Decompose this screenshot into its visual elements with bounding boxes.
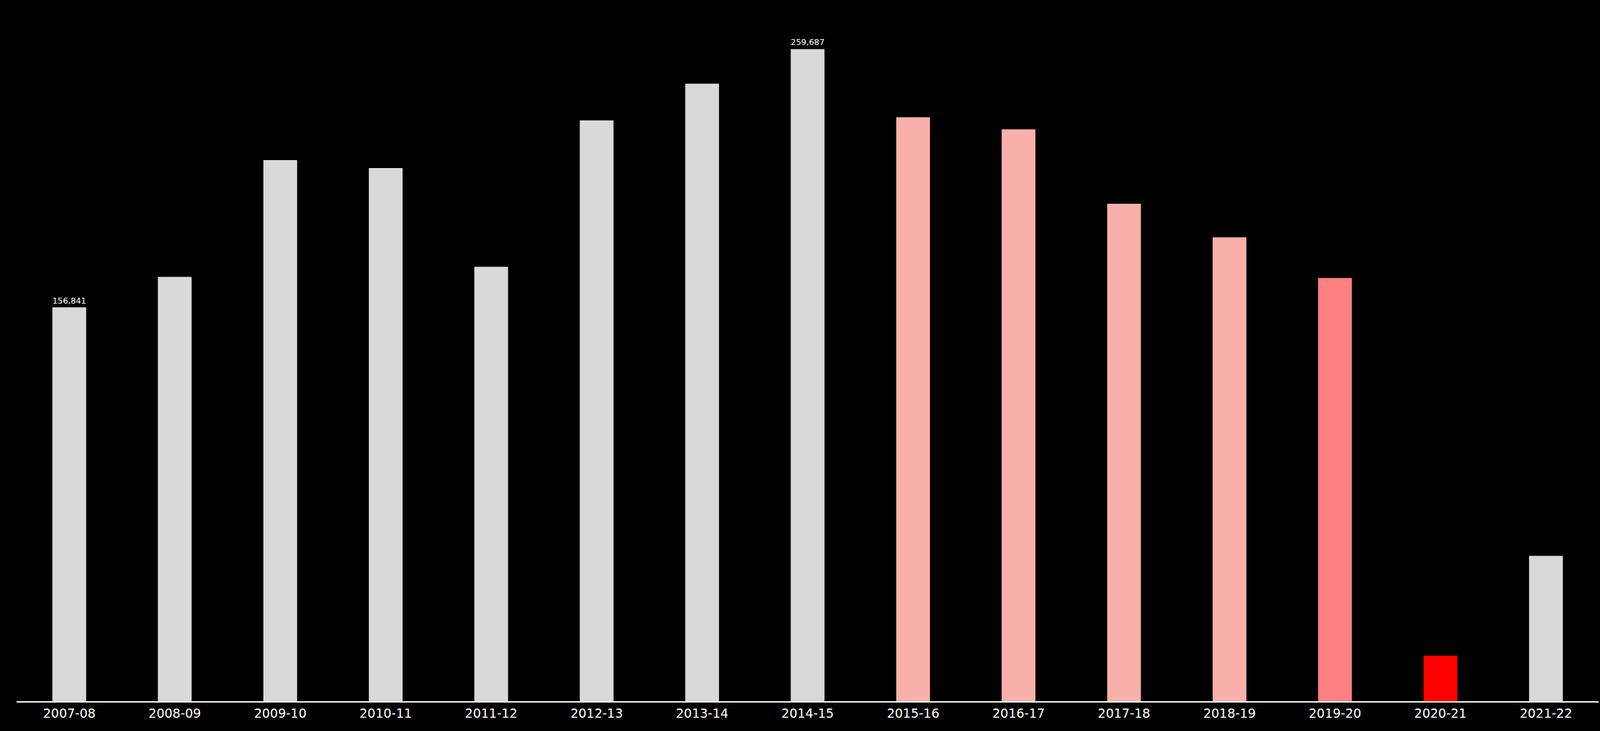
svg-text:2009-10: 2009-10 <box>254 706 307 721</box>
svg-text:2007-08: 2007-08 <box>43 706 96 721</box>
svg-text:2008-09: 2008-09 <box>148 706 201 721</box>
svg-text:2015-16: 2015-16 <box>887 706 940 721</box>
svg-text:2017-18: 2017-18 <box>1097 706 1150 721</box>
svg-text:2020-21: 2020-21 <box>1413 706 1467 721</box>
svg-text:2014-15: 2014-15 <box>781 706 834 721</box>
svg-text:2016-17: 2016-17 <box>992 706 1045 721</box>
svg-text:2019-20: 2019-20 <box>1308 706 1362 721</box>
svg-text:2013-14: 2013-14 <box>675 706 729 721</box>
svg-text:2010-11: 2010-11 <box>359 706 412 721</box>
svg-text:2021-22: 2021-22 <box>1519 706 1573 721</box>
svg-text:156,841: 156,841 <box>52 296 87 306</box>
svg-text:2018-19: 2018-19 <box>1203 706 1256 721</box>
svg-text:2011-12: 2011-12 <box>464 706 518 721</box>
svg-text:2012-13: 2012-13 <box>570 706 623 721</box>
svg-text:259,687: 259,687 <box>791 37 825 48</box>
